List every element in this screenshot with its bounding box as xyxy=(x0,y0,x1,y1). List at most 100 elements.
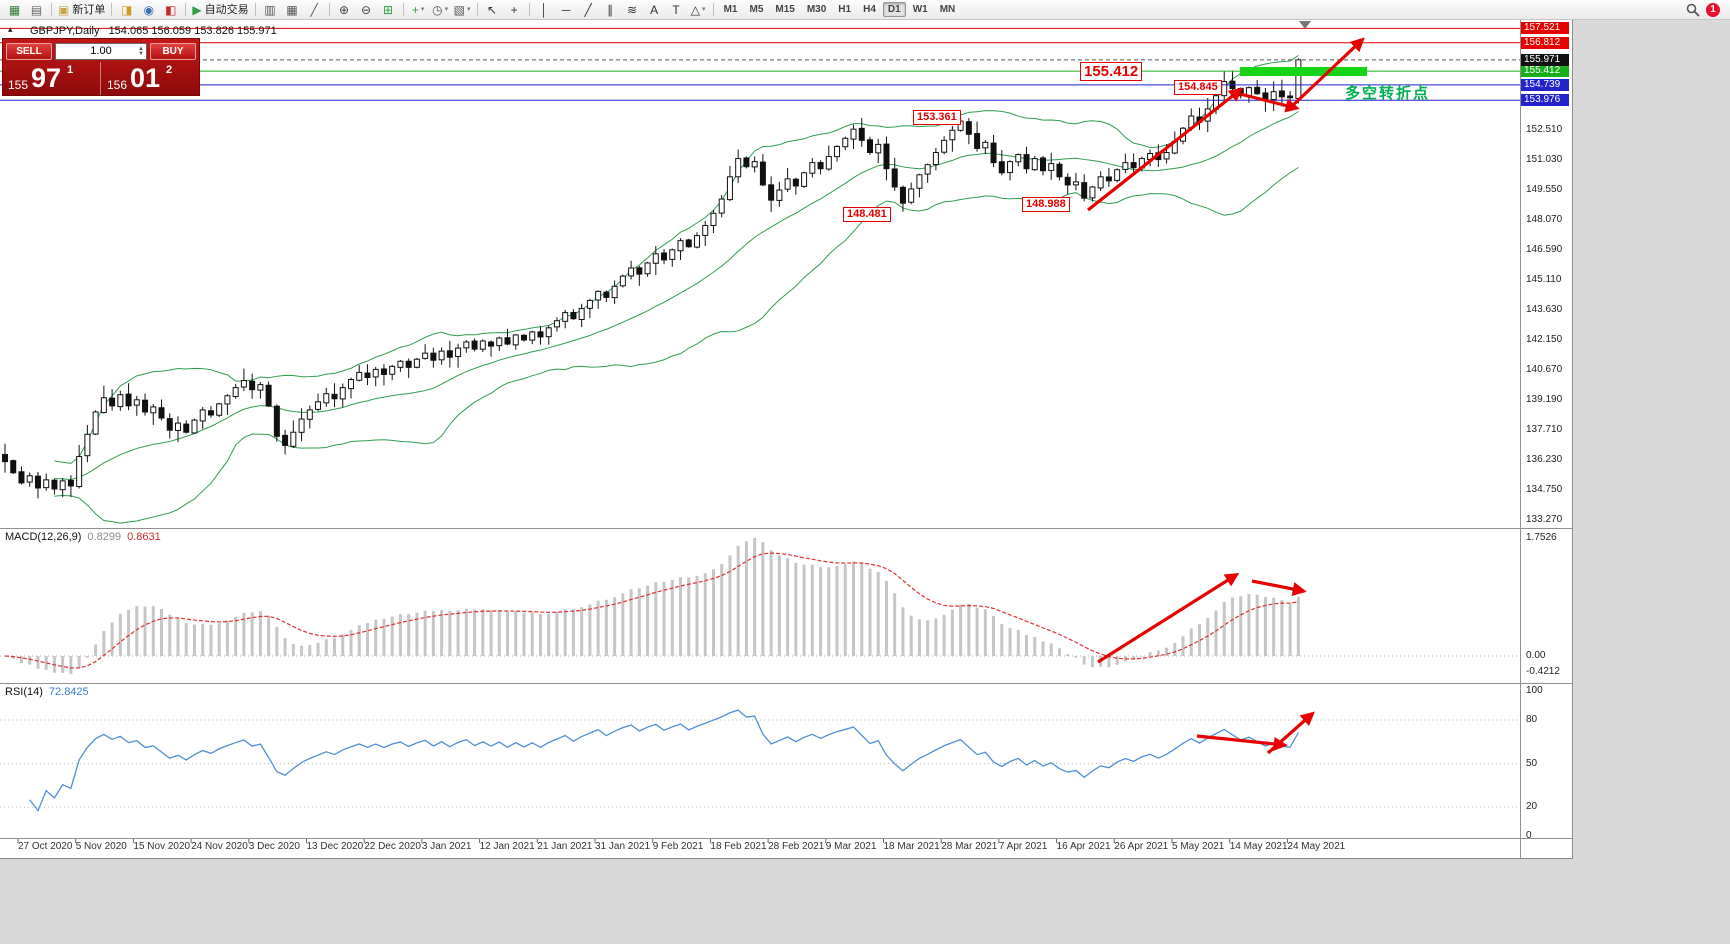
trend-arrow[interactable] xyxy=(1266,711,1315,755)
macd-scale-min: -0.4212 xyxy=(1526,666,1560,677)
profiles-icon[interactable]: ▤ xyxy=(26,2,47,18)
sell-button[interactable]: SELL xyxy=(6,43,52,60)
macd-histogram-bar xyxy=(744,541,748,657)
candle-body xyxy=(825,156,832,170)
horizontal-line-icon[interactable]: ─ xyxy=(556,2,577,18)
candle-body xyxy=(619,275,626,287)
date-axis-label: 24 May 2021 xyxy=(1287,841,1346,852)
buy-quote[interactable]: 156 01 2 xyxy=(102,62,199,95)
chart-canvas[interactable] xyxy=(0,20,1572,858)
line-chart-type-icon[interactable]: ╱ xyxy=(304,2,325,18)
new-chart-icon[interactable]: ▦ xyxy=(4,2,25,18)
candle-body xyxy=(380,368,387,375)
candle-body xyxy=(232,387,239,397)
zoom-in-icon[interactable]: ⊕ xyxy=(334,2,355,18)
notification-badge[interactable]: 1 xyxy=(1706,2,1720,17)
macd-histogram-bar xyxy=(835,566,839,657)
crosshair-icon[interactable]: + xyxy=(504,2,525,18)
volume-input[interactable]: 1.00 ▲ ▼ xyxy=(55,43,147,60)
label-icon[interactable]: T xyxy=(666,2,687,18)
market-watch-icon[interactable]: ◨ xyxy=(116,2,137,18)
macd-histogram-bar xyxy=(1148,652,1152,657)
bollinger-upper-band[interactable] xyxy=(54,55,1299,464)
indicators-icon[interactable]: + ▾ xyxy=(408,2,429,18)
date-axis-label: 5 Nov 2020 xyxy=(75,841,127,852)
candle-body xyxy=(1031,158,1038,171)
turning-point-annotation[interactable]: 多空转折点 xyxy=(1345,85,1431,102)
price-annotation[interactable]: 154.845 xyxy=(1174,80,1222,95)
macd-signal-line[interactable] xyxy=(4,552,1299,669)
vertical-line-icon[interactable]: │ xyxy=(534,2,555,18)
tile-windows-icon[interactable]: ⊞ xyxy=(378,2,399,18)
timeframe-button-h4[interactable]: H4 xyxy=(863,4,876,15)
macd-histogram-bar xyxy=(967,604,971,657)
trend-arrow[interactable] xyxy=(1288,37,1365,110)
date-axis-label: 28 Feb 2021 xyxy=(768,841,825,852)
macd-scale-zero: 0.00 xyxy=(1526,650,1546,661)
candle-body xyxy=(463,341,470,349)
rsi-line[interactable] xyxy=(29,709,1299,812)
trend-arrow[interactable] xyxy=(1196,734,1288,751)
candle-body xyxy=(10,460,17,474)
trend-arrow[interactable] xyxy=(1251,579,1307,596)
candle-body xyxy=(290,431,297,447)
shapes-icon[interactable]: △ ▾ xyxy=(688,2,709,18)
timeframe-button-m5[interactable]: M5 xyxy=(749,4,764,15)
timeframe-button-w1[interactable]: W1 xyxy=(912,4,928,15)
timeframe-button-m30[interactable]: M30 xyxy=(806,4,827,15)
toolbar-separator xyxy=(402,3,404,16)
timeframe-button-m1[interactable]: M1 xyxy=(723,4,738,15)
volume-down-icon[interactable]: ▼ xyxy=(138,51,144,57)
timeframe-button-d1[interactable]: D1 xyxy=(882,2,906,17)
macd-histogram-bar xyxy=(687,577,691,657)
templates-icon[interactable]: ▧ ▾ xyxy=(452,2,473,18)
toolbar-right: 1 xyxy=(1686,2,1726,17)
fibonacci-icon[interactable]: ≋ xyxy=(622,2,643,18)
candle-body xyxy=(875,143,882,154)
one-click-collapse-icon[interactable]: ▴ xyxy=(8,24,13,34)
macd-histogram-bar xyxy=(283,638,287,657)
bar-chart-type-icon[interactable]: ▥ xyxy=(260,2,281,18)
macd-histogram-bar xyxy=(1033,636,1037,657)
zoom-out-icon[interactable]: ⊖ xyxy=(356,2,377,18)
macd-histogram-bar xyxy=(102,630,106,657)
timeframe-button-mn[interactable]: MN xyxy=(939,4,956,15)
candlestick-chart-type-icon[interactable]: ▦ xyxy=(282,2,303,18)
text-icon[interactable]: A xyxy=(644,2,665,18)
bollinger-lower-band[interactable] xyxy=(54,167,1299,524)
new-order-button[interactable]: ▣ 新订单 xyxy=(56,2,107,18)
trend-arrow[interactable] xyxy=(1097,572,1240,664)
cursor-icon[interactable]: ↖ xyxy=(482,2,503,18)
buy-price-pips: 01 xyxy=(130,63,161,93)
volume-up-icon[interactable]: ▲ xyxy=(138,46,144,52)
macd-histogram-bar xyxy=(127,609,131,657)
timeframe-button-m15[interactable]: M15 xyxy=(775,4,795,15)
macd-histogram-bar xyxy=(118,613,122,657)
price-annotation[interactable]: 148.481 xyxy=(843,207,891,222)
periods-icon[interactable]: ◷ ▾ xyxy=(430,2,451,18)
search-icon[interactable] xyxy=(1686,3,1700,17)
trend-arrow[interactable] xyxy=(1239,92,1300,113)
resistance-zone-bar[interactable] xyxy=(1240,67,1367,76)
autotrading-button[interactable]: ▶ 自动交易 xyxy=(190,2,250,18)
date-axis-label: 14 May 2021 xyxy=(1229,841,1288,852)
price-annotation[interactable]: 155.412 xyxy=(1080,62,1143,82)
price-axis-tick: 152.510 xyxy=(1526,124,1563,135)
price-annotation[interactable]: 148.988 xyxy=(1022,197,1070,212)
buy-button[interactable]: BUY xyxy=(150,43,196,60)
macd-histogram-bar xyxy=(852,561,856,657)
bollinger-middle-band[interactable] xyxy=(54,111,1299,481)
price-annotation[interactable]: 153.361 xyxy=(913,110,961,125)
navigator-icon[interactable]: ◉ xyxy=(138,2,159,18)
trendline-icon[interactable]: ╱ xyxy=(578,2,599,18)
trend-arrow[interactable] xyxy=(1087,87,1244,212)
timeframe-button-h1[interactable]: H1 xyxy=(838,4,852,15)
candle-body xyxy=(883,143,890,170)
channel-icon[interactable]: ∥ xyxy=(600,2,621,18)
macd-histogram-bar xyxy=(464,608,468,657)
terminal-icon[interactable]: ◧ xyxy=(160,2,181,18)
sell-quote[interactable]: 155 97 1 xyxy=(3,62,101,95)
chart-shift-marker[interactable] xyxy=(1299,21,1311,29)
macd-histogram-bar xyxy=(440,609,444,657)
